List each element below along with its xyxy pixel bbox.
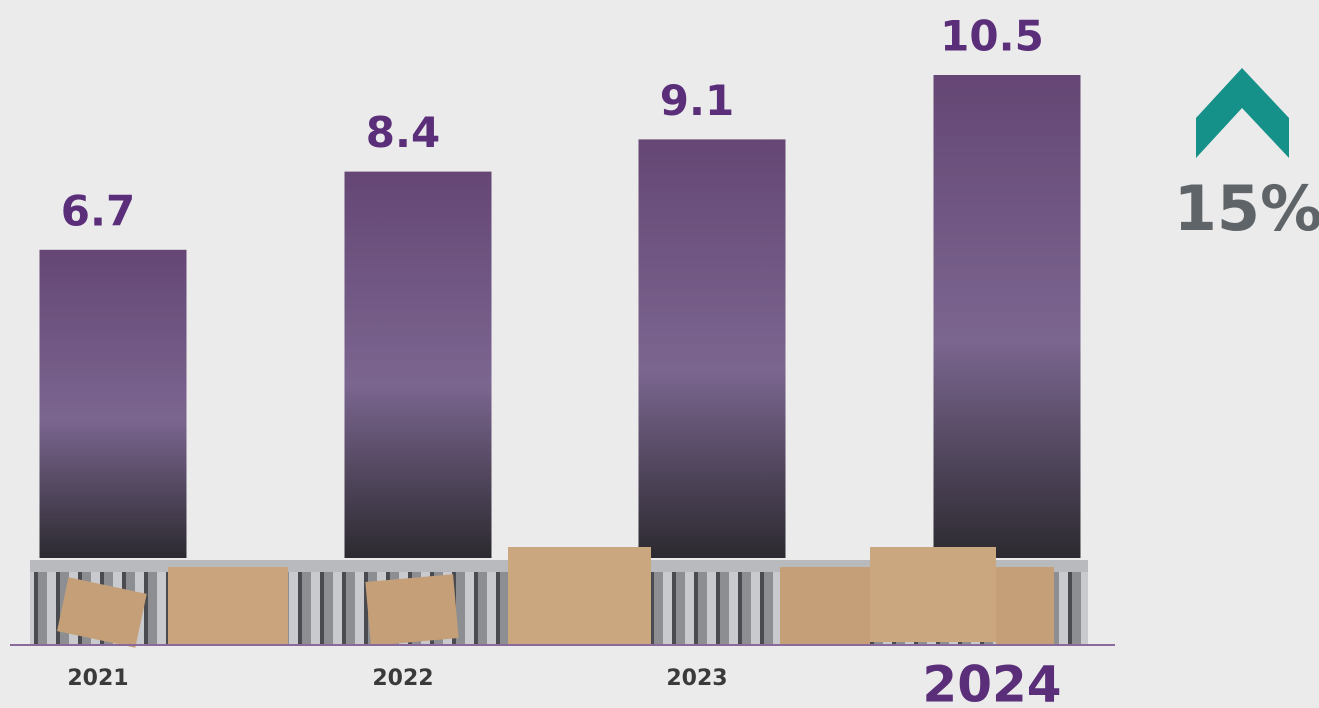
- x-tick-label: 2024: [922, 656, 1061, 708]
- x-tick-label: 2023: [666, 666, 727, 691]
- conveyor: [10, 547, 1115, 648]
- box: [870, 547, 996, 642]
- value-label: 10.5: [940, 12, 1044, 61]
- bars: [39, 75, 1081, 559]
- bar: [638, 139, 786, 558]
- box: [780, 567, 870, 645]
- x-tick-label: 2022: [372, 666, 433, 691]
- bar: [933, 75, 1081, 558]
- box: [365, 574, 459, 646]
- bar: [39, 249, 187, 559]
- up-arrow: [1196, 68, 1289, 158]
- value-label: 9.1: [660, 76, 734, 125]
- box: [508, 547, 651, 645]
- x-tick-label: 2021: [67, 666, 128, 691]
- bar: [344, 171, 492, 558]
- box: [996, 567, 1054, 645]
- value-label: 8.4: [366, 108, 440, 157]
- box: [57, 577, 147, 648]
- growth-label: 15%: [1174, 172, 1319, 245]
- box: [168, 567, 288, 645]
- value-label: 6.7: [61, 186, 135, 235]
